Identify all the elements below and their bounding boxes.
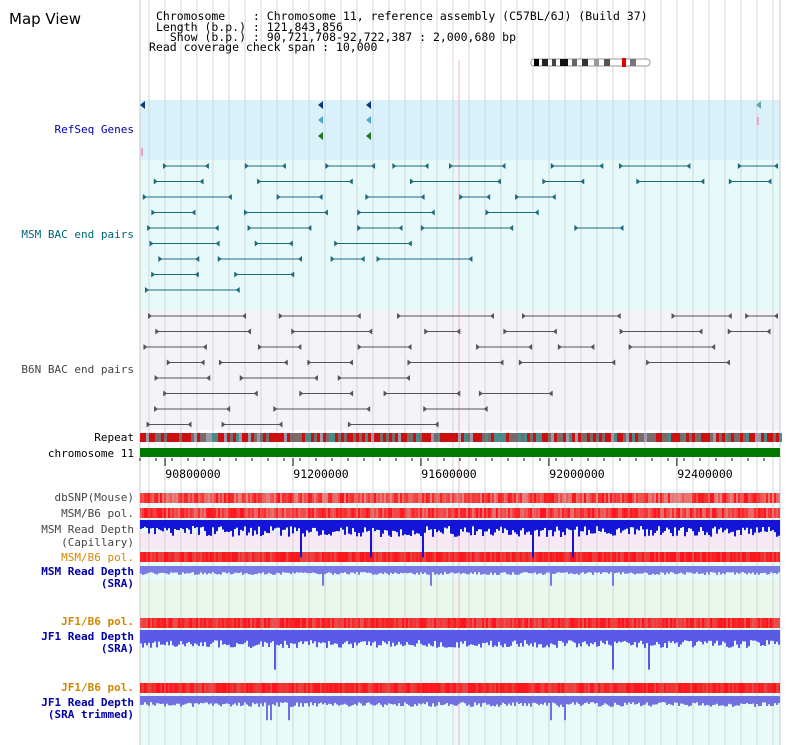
coverage-span-info-line: Read coverage check span : 10,000	[149, 40, 378, 54]
dbsnp-heat-strip	[140, 493, 780, 503]
track-label-jf1-depth-trimmed-2[interactable]: (SRA trimmed)	[47, 708, 134, 721]
msm-b6-pol-heat-strip-2	[140, 552, 780, 562]
track-label-msm-b6-pol-1[interactable]: MSM/B6 pol.	[61, 507, 134, 520]
axis-tick-label: 90800000	[165, 467, 221, 481]
track-label-repeat[interactable]: Repeat	[94, 431, 134, 444]
track-label-jf1-depth-trimmed-1[interactable]: JF1 Read Depth	[41, 696, 134, 709]
page-title: Map View	[9, 10, 82, 28]
chromosome-ideogram[interactable]	[530, 52, 652, 67]
track-label-jf1-depth-sra-1[interactable]: JF1 Read Depth	[41, 630, 134, 643]
chromosome-info-line: Chromosome : Chromosome 11, reference as…	[156, 9, 648, 23]
repeat-track	[140, 433, 782, 442]
refseq-track-bg	[140, 100, 780, 160]
jf1-depth-trimmed-bars	[140, 696, 780, 721]
show-range-info-line: Show (b.p.) : 90,721,708-92,722,387 : 2,…	[156, 30, 517, 44]
jf1-b6-pol-heat-strip-2	[140, 683, 780, 693]
track-label-b6n-bac[interactable]: B6N BAC end pairs	[21, 363, 134, 376]
track-label-msm-depth-capillary-1[interactable]: MSM Read Depth	[41, 523, 134, 536]
axis-tick-label: 92400000	[677, 467, 733, 481]
track-label-msm-depth-sra-2[interactable]: (SRA)	[100, 577, 134, 590]
b6n-bac-track-bg	[140, 310, 780, 430]
axis-tick-label: 92000000	[549, 467, 605, 481]
track-label-msm-depth-capillary-2[interactable]: (Capillary)	[61, 536, 134, 549]
track-label-refseq-genes[interactable]: RefSeq Genes	[54, 123, 134, 136]
track-label-msm-bac[interactable]: MSM BAC end pairs	[21, 228, 134, 241]
axis-tick-label: 91200000	[293, 467, 349, 481]
jf1-depth-sra-bars	[140, 630, 780, 670]
track-label-jf1-depth-sra-2[interactable]: (SRA)	[100, 642, 134, 655]
msm-depth-capillary-bars	[140, 520, 780, 558]
axis-tick-label: 91600000	[421, 467, 477, 481]
chromosome-bar	[140, 448, 780, 457]
length-info-line: Length (b.p.) : 121,843,856	[156, 20, 343, 34]
b6n-bac-pairs	[143, 313, 778, 428]
msm-bac-pairs	[142, 163, 778, 293]
jf1-b6-pol-heat-strip-1	[140, 618, 780, 628]
track-label-dbsnp[interactable]: dbSNP(Mouse)	[54, 491, 134, 504]
msm-b6-pol-heat-strip-1	[140, 508, 780, 518]
msm-depth-sra-bars	[140, 566, 780, 586]
track-label-jf1-b6-pol-2[interactable]: JF1/B6 pol.	[61, 681, 134, 694]
refseq-gene-markers	[140, 101, 761, 156]
track-label-chromosome[interactable]: chromosome 11	[47, 447, 134, 460]
track-label-msm-b6-pol-2[interactable]: MSM/B6 pol.	[61, 551, 134, 564]
track-label-msm-depth-sra-1[interactable]: MSM Read Depth	[41, 565, 134, 578]
track-label-jf1-b6-pol-1[interactable]: JF1/B6 pol.	[61, 615, 134, 628]
axis-ticks	[139, 458, 765, 466]
msm-sra-bg	[140, 580, 780, 620]
msm-bac-track-bg	[140, 160, 780, 310]
